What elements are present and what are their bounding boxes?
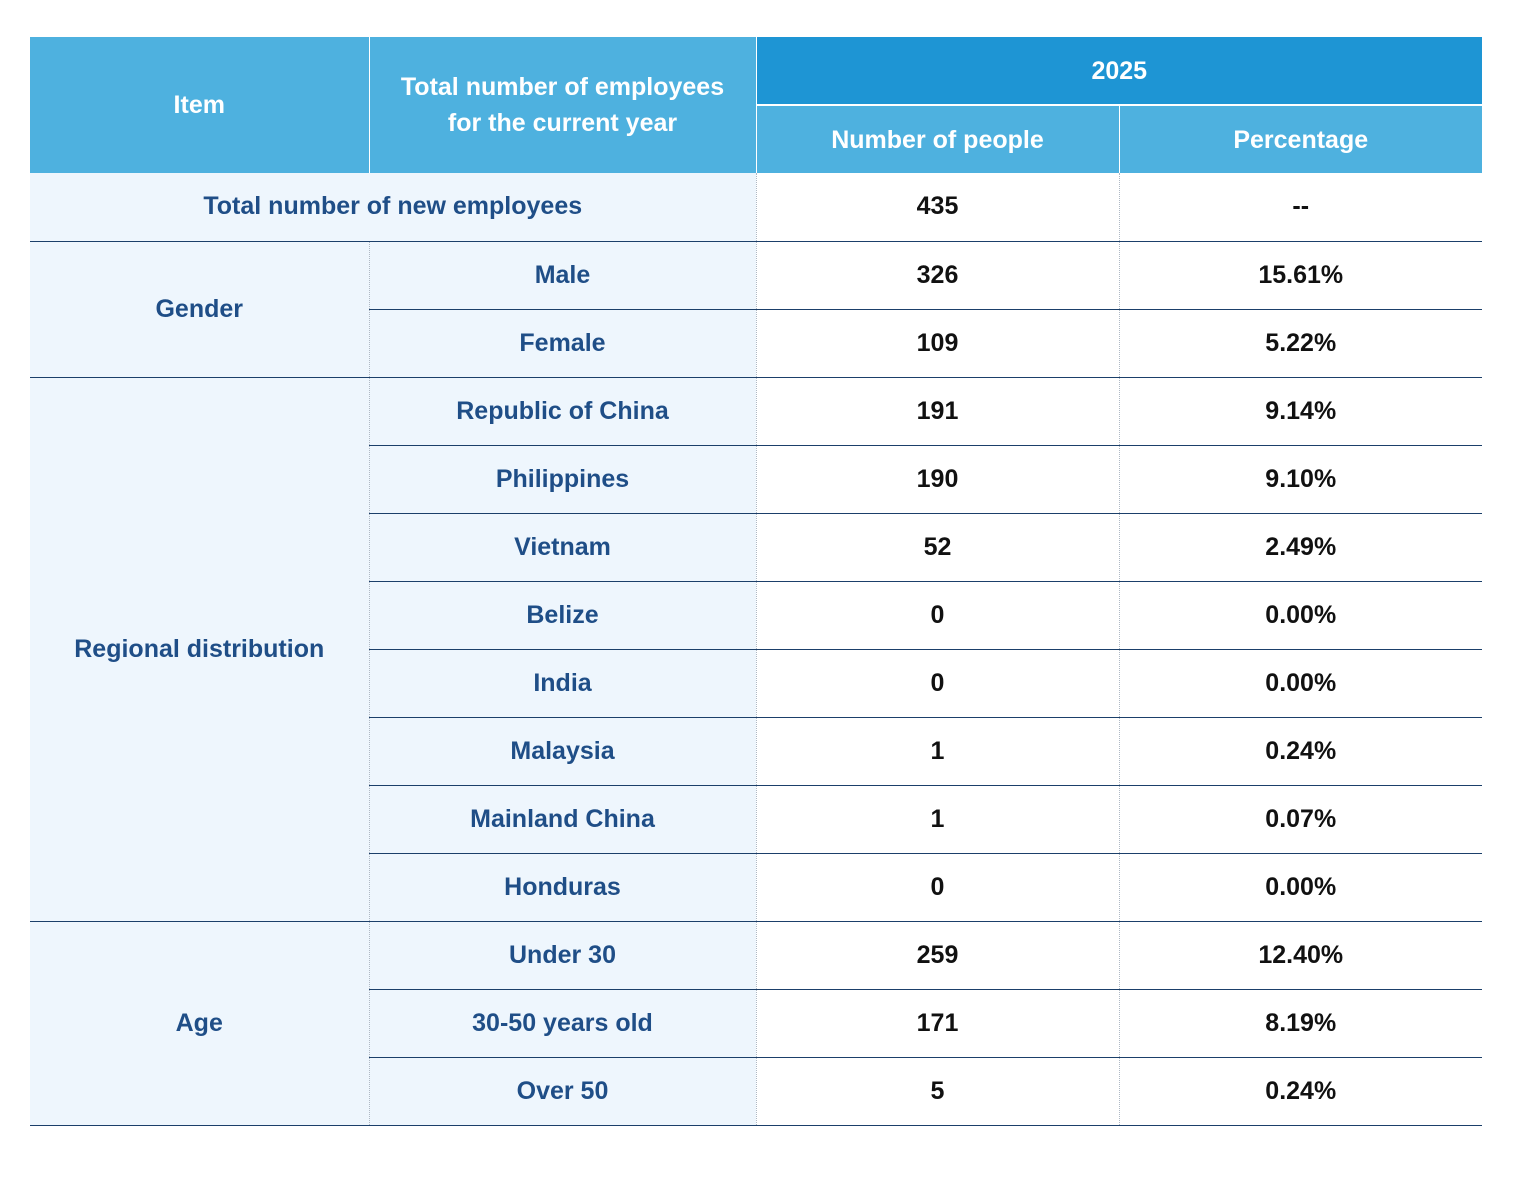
percentage-cell: 15.61% [1119, 241, 1482, 310]
percentage-cell: 0.00% [1119, 853, 1482, 922]
header-number-of-people: Number of people [756, 105, 1120, 173]
table-header: Item Total number of employees for the c… [30, 37, 1482, 173]
total-new-employees-label: Total number of new employees [30, 173, 757, 242]
people-cell: 326 [756, 241, 1120, 310]
header-total-line1: Total number of employees [400, 73, 725, 101]
people-cell: 0 [756, 581, 1120, 650]
header-item: Item [30, 37, 370, 173]
people-cell: 0 [756, 649, 1120, 718]
people-cell: 435 [756, 173, 1120, 242]
percentage-cell: 0.00% [1119, 649, 1482, 718]
table-row: Regional distribution Republic of China … [30, 377, 1482, 922]
new-employees-table: Item Total number of employees for the c… [30, 37, 1482, 1126]
category-age: Age [30, 921, 370, 1126]
row-label: Malaysia [369, 717, 757, 786]
table-row: Belize 0 0.00% [30, 581, 1482, 650]
row-label: India [369, 649, 757, 718]
table-row: 30-50 years old 171 8.19% [30, 989, 1482, 1058]
row-label: 30-50 years old [369, 989, 757, 1058]
table-row: India 0 0.00% [30, 649, 1482, 718]
header-total-employees: Total number of employees for the curren… [369, 37, 757, 173]
percentage-cell: 12.40% [1119, 921, 1482, 990]
percentage-cell: 8.19% [1119, 989, 1482, 1058]
row-label: Male [369, 241, 757, 310]
percentage-cell: 5.22% [1119, 309, 1482, 378]
table-body: Total number of new employees 435 -- Gen… [30, 173, 1482, 1126]
row-label: Republic of China [369, 377, 757, 446]
category-regional-distribution: Regional distribution [30, 377, 370, 922]
row-label: Philippines [369, 445, 757, 514]
people-cell: 52 [756, 513, 1120, 582]
people-cell: 259 [756, 921, 1120, 990]
percentage-cell: 0.24% [1119, 717, 1482, 786]
table-row: Philippines 190 9.10% [30, 445, 1482, 514]
table-row: Female 109 5.22% [30, 309, 1482, 378]
table-row: Age Under 30 259 12.40% [30, 921, 1482, 1126]
header-percentage: Percentage [1119, 105, 1482, 173]
percentage-cell: 0.07% [1119, 785, 1482, 854]
table-row: Gender Male 326 15.61% [30, 241, 1482, 378]
row-label: Vietnam [369, 513, 757, 582]
people-cell: 5 [756, 1057, 1120, 1126]
people-cell: 191 [756, 377, 1120, 446]
people-cell: 171 [756, 989, 1120, 1058]
percentage-cell: 9.10% [1119, 445, 1482, 514]
row-label: Female [369, 309, 757, 378]
people-cell: 0 [756, 853, 1120, 922]
row-label: Belize [369, 581, 757, 650]
header-year: 2025 [756, 37, 1482, 106]
row-label: Mainland China [369, 785, 757, 854]
people-cell: 1 [756, 785, 1120, 854]
table-row: Total number of new employees 435 -- [30, 173, 1482, 242]
table-row: Honduras 0 0.00% [30, 853, 1482, 922]
percentage-cell: -- [1119, 173, 1482, 242]
percentage-cell: 2.49% [1119, 513, 1482, 582]
row-label: Honduras [369, 853, 757, 922]
table-row: Mainland China 1 0.07% [30, 785, 1482, 854]
people-cell: 190 [756, 445, 1120, 514]
percentage-cell: 9.14% [1119, 377, 1482, 446]
percentage-cell: 0.00% [1119, 581, 1482, 650]
people-cell: 1 [756, 717, 1120, 786]
category-gender: Gender [30, 241, 370, 378]
row-label: Over 50 [369, 1057, 757, 1126]
percentage-cell: 0.24% [1119, 1057, 1482, 1126]
people-cell: 109 [756, 309, 1120, 378]
header-total-line2: for the current year [447, 109, 678, 137]
row-label: Under 30 [369, 921, 757, 990]
table-row: Malaysia 1 0.24% [30, 717, 1482, 786]
table-row: Over 50 5 0.24% [30, 1057, 1482, 1126]
table-row: Vietnam 52 2.49% [30, 513, 1482, 582]
